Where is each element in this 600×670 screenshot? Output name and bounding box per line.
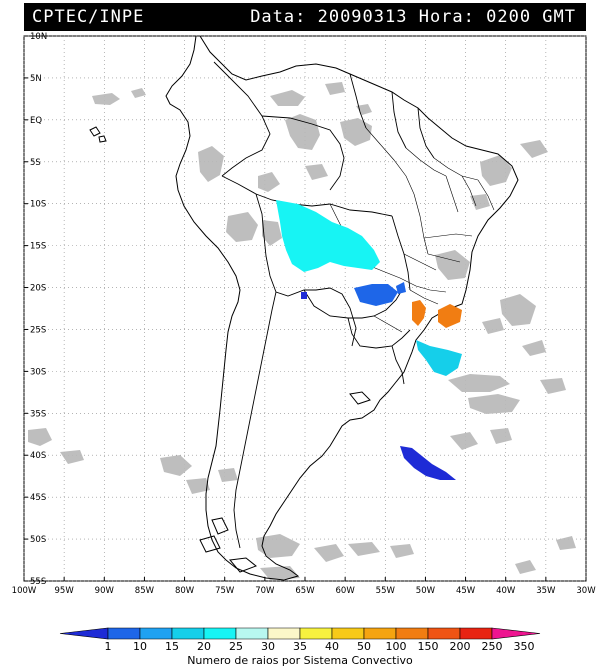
- system-orange-west: [412, 300, 426, 326]
- colorbar-label: 40: [325, 640, 339, 653]
- lat-label: 45S: [30, 493, 46, 503]
- colorbar-swatch: [459, 627, 493, 640]
- lon-label: 80W: [175, 586, 195, 596]
- lon-label: 90W: [95, 586, 115, 596]
- colorbar-swatch: [139, 627, 173, 640]
- lon-label: 30W: [576, 586, 596, 596]
- lat-label: EQ: [30, 116, 42, 126]
- lon-label: 45W: [456, 586, 476, 596]
- lat-label: 20S: [30, 284, 46, 294]
- system-orange-east: [438, 304, 462, 328]
- lon-label: 100W: [12, 586, 37, 596]
- colorbar-label: 25: [229, 640, 243, 653]
- lon-label: 40W: [496, 586, 516, 596]
- lon-label: 65W: [295, 586, 315, 596]
- colorbar-label: 50: [357, 640, 371, 653]
- colorbar-swatch: [59, 627, 109, 640]
- system-lightblue-coast: [416, 340, 462, 376]
- colorbar-swatch: [395, 627, 429, 640]
- lon-label: 60W: [336, 586, 356, 596]
- colorbar-label: 35: [293, 640, 307, 653]
- lat-label: 15S: [30, 242, 46, 252]
- colorbar-swatch: [171, 627, 205, 640]
- lat-label: 30S: [30, 367, 46, 377]
- colorbar-swatch: [107, 627, 141, 640]
- lon-label: 70W: [255, 586, 275, 596]
- colorbar-label: 10: [133, 640, 147, 653]
- colorbar-swatch: [427, 627, 461, 640]
- colorbar-label: 20: [197, 640, 211, 653]
- colorbar-label: 15: [165, 640, 179, 653]
- colorbar-swatch: [363, 627, 397, 640]
- colorbar: 1 10 15 20 25 30 35 40 50 100 150 200 250 350: [59, 627, 541, 653]
- lon-label: 85W: [135, 586, 155, 596]
- lat-label: 35S: [30, 409, 46, 419]
- lat-label: 50S: [30, 535, 46, 545]
- system-blue-paraguay: [354, 284, 398, 306]
- lat-label: 10S: [30, 200, 46, 210]
- agency-label: CPTEC/INPE: [32, 7, 145, 27]
- lat-label: 10N: [30, 32, 47, 42]
- lat-label: 55S: [30, 577, 46, 587]
- lat-label: 40S: [30, 451, 46, 461]
- colorbar-label: 350: [514, 640, 535, 653]
- colorbar-swatch: [235, 627, 269, 640]
- lat-label: 5S: [30, 158, 41, 168]
- colorbar-swatch: [299, 627, 333, 640]
- axis-labels: 10N 5N EQ 5S 10S 15S 20S 25S 30S 35S 40S 45S 50S 55S1…: [12, 32, 597, 596]
- colorbar-swatch: [203, 627, 237, 640]
- colorbar-title: Numero de raios por Sistema Convectivo: [187, 654, 413, 667]
- colorbar-label: 1: [105, 640, 112, 653]
- lat-label: 25S: [30, 325, 46, 335]
- colorbar-label: 100: [386, 640, 407, 653]
- lon-label: 50W: [416, 586, 436, 596]
- colorbar-label: 30: [261, 640, 275, 653]
- colorbar-swatch: [331, 627, 365, 640]
- map-title-bar: CPTEC/INPE Data: 20090313 Hora: 0200 GMT: [24, 3, 586, 31]
- lat-label: 5N: [30, 74, 42, 84]
- system-blue-atlantic: [400, 446, 456, 480]
- system-blue-patch: [396, 282, 406, 294]
- colorbar-label: 250: [482, 640, 503, 653]
- colorbar-label: 150: [418, 640, 439, 653]
- lon-label: 55W: [376, 586, 396, 596]
- colorbar-label: 200: [450, 640, 471, 653]
- date-time-label: Data: 20090313 Hora: 0200 GMT: [250, 7, 576, 27]
- cloud-cover: [28, 82, 576, 580]
- colorbar-swatch: [267, 627, 301, 640]
- system-cyan-central: [276, 200, 380, 272]
- country-borders: [213, 61, 435, 549]
- lon-label: 95W: [55, 586, 75, 596]
- lon-label: 35W: [536, 586, 556, 596]
- convective-systems: [276, 200, 462, 480]
- lon-label: 75W: [215, 586, 235, 596]
- colorbar-swatch: [491, 627, 541, 640]
- system-darkblue-small: [301, 292, 307, 299]
- coastline: [89, 35, 519, 581]
